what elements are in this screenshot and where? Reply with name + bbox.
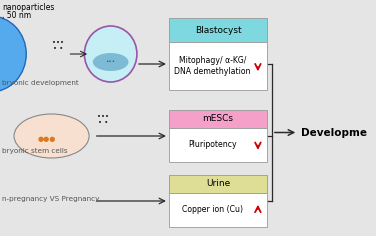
Text: Copper ion (Cu): Copper ion (Cu) bbox=[182, 205, 243, 214]
Text: mESCs: mESCs bbox=[203, 114, 233, 123]
Text: nanoparticles: nanoparticles bbox=[2, 3, 54, 12]
Text: •••: ••• bbox=[106, 59, 116, 64]
Bar bbox=[169, 110, 267, 128]
Text: Developme: Developme bbox=[301, 127, 367, 138]
Text: •••
• •: ••• • • bbox=[52, 40, 64, 52]
Text: Pluripotency: Pluripotency bbox=[188, 140, 237, 149]
Text: bryonic development: bryonic development bbox=[2, 80, 79, 86]
Ellipse shape bbox=[14, 114, 89, 158]
Bar bbox=[169, 175, 267, 193]
Text: Blastocyst: Blastocyst bbox=[195, 26, 241, 35]
Circle shape bbox=[84, 26, 137, 82]
Ellipse shape bbox=[93, 53, 129, 71]
Text: , 50 nm: , 50 nm bbox=[2, 11, 31, 20]
Text: Mitophagy/ α-KG/
DNA demethylation: Mitophagy/ α-KG/ DNA demethylation bbox=[174, 56, 251, 76]
Bar bbox=[169, 18, 267, 42]
Bar bbox=[169, 193, 267, 227]
Text: Urine: Urine bbox=[206, 179, 230, 188]
Bar bbox=[169, 128, 267, 162]
Text: bryonic stem cells: bryonic stem cells bbox=[2, 148, 68, 154]
Text: n-pregnancy VS Pregnancy: n-pregnancy VS Pregnancy bbox=[2, 196, 99, 202]
Bar bbox=[169, 42, 267, 90]
Text: ●●●: ●●● bbox=[38, 136, 56, 142]
Circle shape bbox=[0, 16, 26, 92]
Text: •••
• •: ••• • • bbox=[97, 114, 109, 126]
